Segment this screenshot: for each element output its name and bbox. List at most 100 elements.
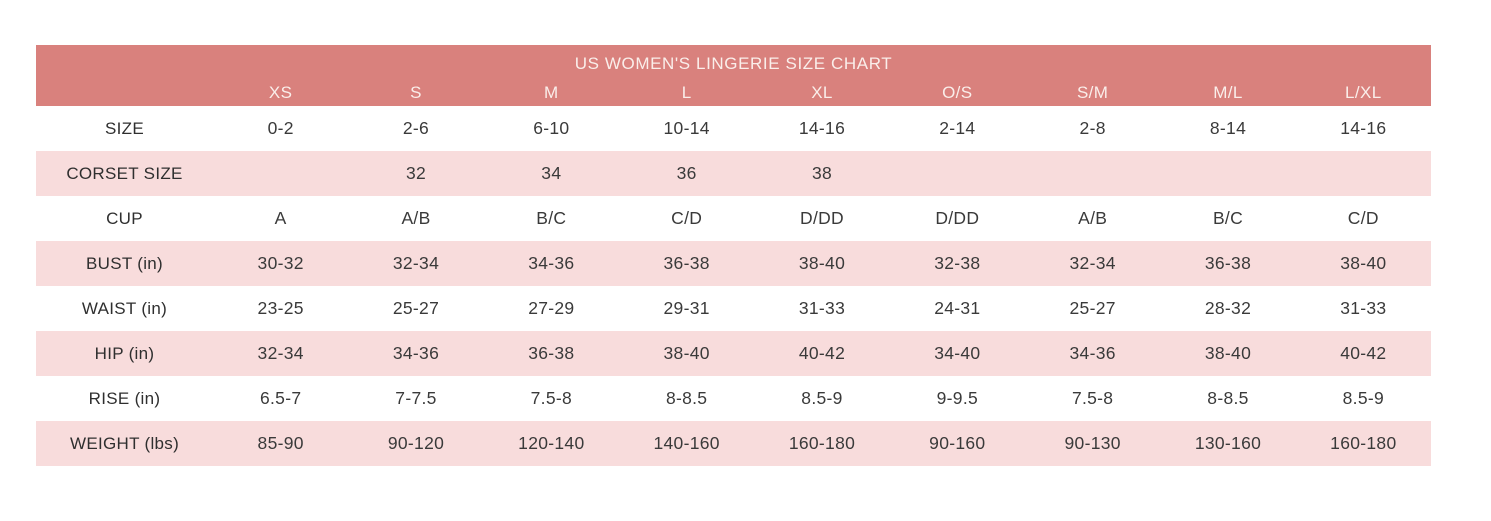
- cell-cup-s: A/B: [401, 208, 431, 228]
- cell-waist-in-s-m: 25-27: [1069, 298, 1116, 318]
- column-header-l-xl: L/XL: [1345, 83, 1382, 102]
- cell-size-l: 10-14: [663, 118, 710, 138]
- row-label-waist-in: WAIST (in): [81, 298, 168, 318]
- column-header-m-l: M/L: [1213, 83, 1243, 102]
- cell-rise-in-l: 8-8.5: [665, 388, 708, 408]
- cell-bust-in-s: 32-34: [392, 253, 440, 273]
- column-header-l: L: [681, 83, 692, 102]
- cell-rise-in-m: 7.5-8: [530, 388, 573, 408]
- cell-bust-in-l-xl: 38-40: [1340, 253, 1387, 273]
- cell-weight-lbs-s: 90-120: [387, 433, 445, 453]
- cell-hip-in-xl: 40-42: [798, 343, 846, 363]
- cell-hip-in-s: 34-36: [392, 343, 440, 363]
- cell-rise-in-xl: 8.5-9: [801, 388, 843, 408]
- cell-size-xl: 14-16: [798, 118, 846, 138]
- cell-waist-in-o-s: 24-31: [934, 298, 981, 318]
- row-label-corset-size: CORSET SIZE: [66, 163, 183, 183]
- table-row-corset-size: CORSET SIZE 32 34 36 38: [36, 151, 1431, 196]
- cell-weight-lbs-xs: 85-90: [257, 433, 304, 453]
- cell-cup-m-l: B/C: [1212, 208, 1244, 228]
- row-label-size: SIZE: [105, 118, 144, 138]
- cell-rise-in-s-m: 7.5-8: [1071, 388, 1114, 408]
- table-title: US WOMEN'S LINGERIE SIZE CHART: [574, 54, 893, 73]
- cell-bust-in-l: 36-38: [663, 253, 710, 273]
- table-row-bust-in: BUST (in) 30-32 32-34 34-36 36-38 38-40 32-38 3…: [36, 241, 1431, 286]
- cell-rise-in-xs: 6.5-7: [259, 388, 302, 408]
- cell-size-l-xl: 14-16: [1340, 118, 1387, 138]
- cell-weight-lbs-l: 140-160: [653, 433, 720, 453]
- cell-waist-in-m: 27-29: [528, 298, 575, 318]
- cell-waist-in-l-xl: 31-33: [1340, 298, 1387, 318]
- cell-weight-lbs-xl: 160-180: [788, 433, 856, 453]
- table-row-rise-in: RISE (in) 6.5-7 7-7.5 7.5-8 8-8.5 8.5-9 9-9.5 7…: [36, 376, 1431, 421]
- cell-corset-size-o-s: [890, 151, 1025, 196]
- cell-cup-l: C/D: [671, 208, 703, 228]
- cell-cup-s-m: A/B: [1078, 208, 1108, 228]
- cell-hip-in-l-xl: 40-42: [1340, 343, 1387, 363]
- cell-bust-in-s-m: 32-34: [1069, 253, 1116, 273]
- cell-hip-in-m-l: 38-40: [1204, 343, 1252, 363]
- cell-corset-size-s: 32: [405, 163, 427, 183]
- table-row-waist-in: WAIST (in) 23-25 25-27 27-29 29-31 31-33 24-31…: [36, 286, 1431, 331]
- cell-corset-size-xl: 38: [811, 163, 833, 183]
- table-row-size: SIZE 0-2 2-6 6-10 10-14 14-16 2-14 2-8 8-14 14-16: [36, 106, 1431, 151]
- table-row-cup: CUP A A/B B/C C/D D/DD D/DD A/B B/C C/D: [36, 196, 1431, 241]
- row-label-weight-lbs: WEIGHT (lbs): [69, 433, 180, 453]
- row-label-cup: CUP: [106, 208, 143, 228]
- cell-corset-size-l: 36: [676, 163, 697, 183]
- cell-size-m: 6-10: [533, 118, 570, 138]
- cell-size-s-m: 2-8: [1079, 118, 1106, 138]
- cell-cup-xs: A: [274, 208, 287, 228]
- cell-hip-in-m: 36-38: [528, 343, 575, 363]
- size-chart-table: US WOMEN'S LINGERIE SIZE CHART XS S M L XL O/…: [36, 45, 1431, 466]
- column-header-o-s: O/S: [942, 83, 973, 102]
- table-header-band: US WOMEN'S LINGERIE SIZE CHART XS S M L XL O/…: [36, 45, 1431, 106]
- row-label-hip-in: HIP (in): [94, 343, 155, 363]
- cell-hip-in-l: 38-40: [663, 343, 710, 363]
- column-header-m: M: [544, 83, 559, 102]
- table-row-weight-lbs: WEIGHT (lbs) 85-90 90-120 120-140 140-160 160…: [36, 421, 1431, 466]
- cell-cup-m: B/C: [536, 208, 567, 228]
- cell-weight-lbs-l-xl: 160-180: [1330, 433, 1397, 453]
- cell-rise-in-s: 7-7.5: [395, 388, 437, 408]
- column-header-xl: XL: [811, 83, 833, 102]
- cell-bust-in-xl: 38-40: [798, 253, 846, 273]
- cell-corset-size-m-l: [1160, 151, 1295, 196]
- row-label-bust-in: BUST (in): [85, 253, 163, 273]
- cell-bust-in-xs: 30-32: [257, 253, 304, 273]
- cell-cup-l-xl: C/D: [1347, 208, 1379, 228]
- column-header-row: XS S M L XL O/S S/M M/L L/XL: [36, 80, 1431, 106]
- cell-weight-lbs-m: 120-140: [518, 433, 585, 453]
- cell-cup-xl: D/DD: [800, 208, 844, 228]
- cell-corset-size-l-xl: [1296, 151, 1431, 196]
- cell-corset-size-xs: [213, 151, 348, 196]
- cell-hip-in-xs: 32-34: [257, 343, 304, 363]
- cell-hip-in-s-m: 34-36: [1069, 343, 1116, 363]
- cell-rise-in-m-l: 8-8.5: [1207, 388, 1249, 408]
- cell-waist-in-m-l: 28-32: [1204, 298, 1252, 318]
- cell-corset-size-m: 34: [541, 163, 562, 183]
- cell-rise-in-l-xl: 8.5-9: [1342, 388, 1385, 408]
- column-header-s-m: S/M: [1076, 83, 1109, 102]
- column-header-xs: XS: [268, 83, 293, 102]
- cell-rise-in-o-s: 9-9.5: [936, 388, 979, 408]
- cell-bust-in-m: 34-36: [528, 253, 575, 273]
- cell-corset-size-s-m: [1025, 151, 1160, 196]
- table-row-hip-in: HIP (in) 32-34 34-36 36-38 38-40 40-42 34-40 34…: [36, 331, 1431, 376]
- cell-hip-in-o-s: 34-40: [934, 343, 981, 363]
- cell-weight-lbs-s-m: 90-130: [1064, 433, 1121, 453]
- cell-size-s: 2-6: [402, 118, 430, 138]
- cell-weight-lbs-o-s: 90-160: [929, 433, 986, 453]
- cell-size-o-s: 2-14: [939, 118, 976, 138]
- row-label-rise-in: RISE (in): [88, 388, 161, 408]
- cell-weight-lbs-m-l: 130-160: [1194, 433, 1262, 453]
- cell-waist-in-xs: 23-25: [257, 298, 304, 318]
- column-header-s: S: [410, 83, 422, 102]
- table-body: SIZE 0-2 2-6 6-10 10-14 14-16 2-14 2-8 8-14 14-16…: [36, 106, 1431, 466]
- cell-size-m-l: 8-14: [1209, 118, 1247, 138]
- cell-size-xs: 0-2: [267, 118, 294, 138]
- cell-bust-in-o-s: 32-38: [934, 253, 981, 273]
- cell-cup-o-s: D/DD: [935, 208, 980, 228]
- cell-bust-in-m-l: 36-38: [1204, 253, 1252, 273]
